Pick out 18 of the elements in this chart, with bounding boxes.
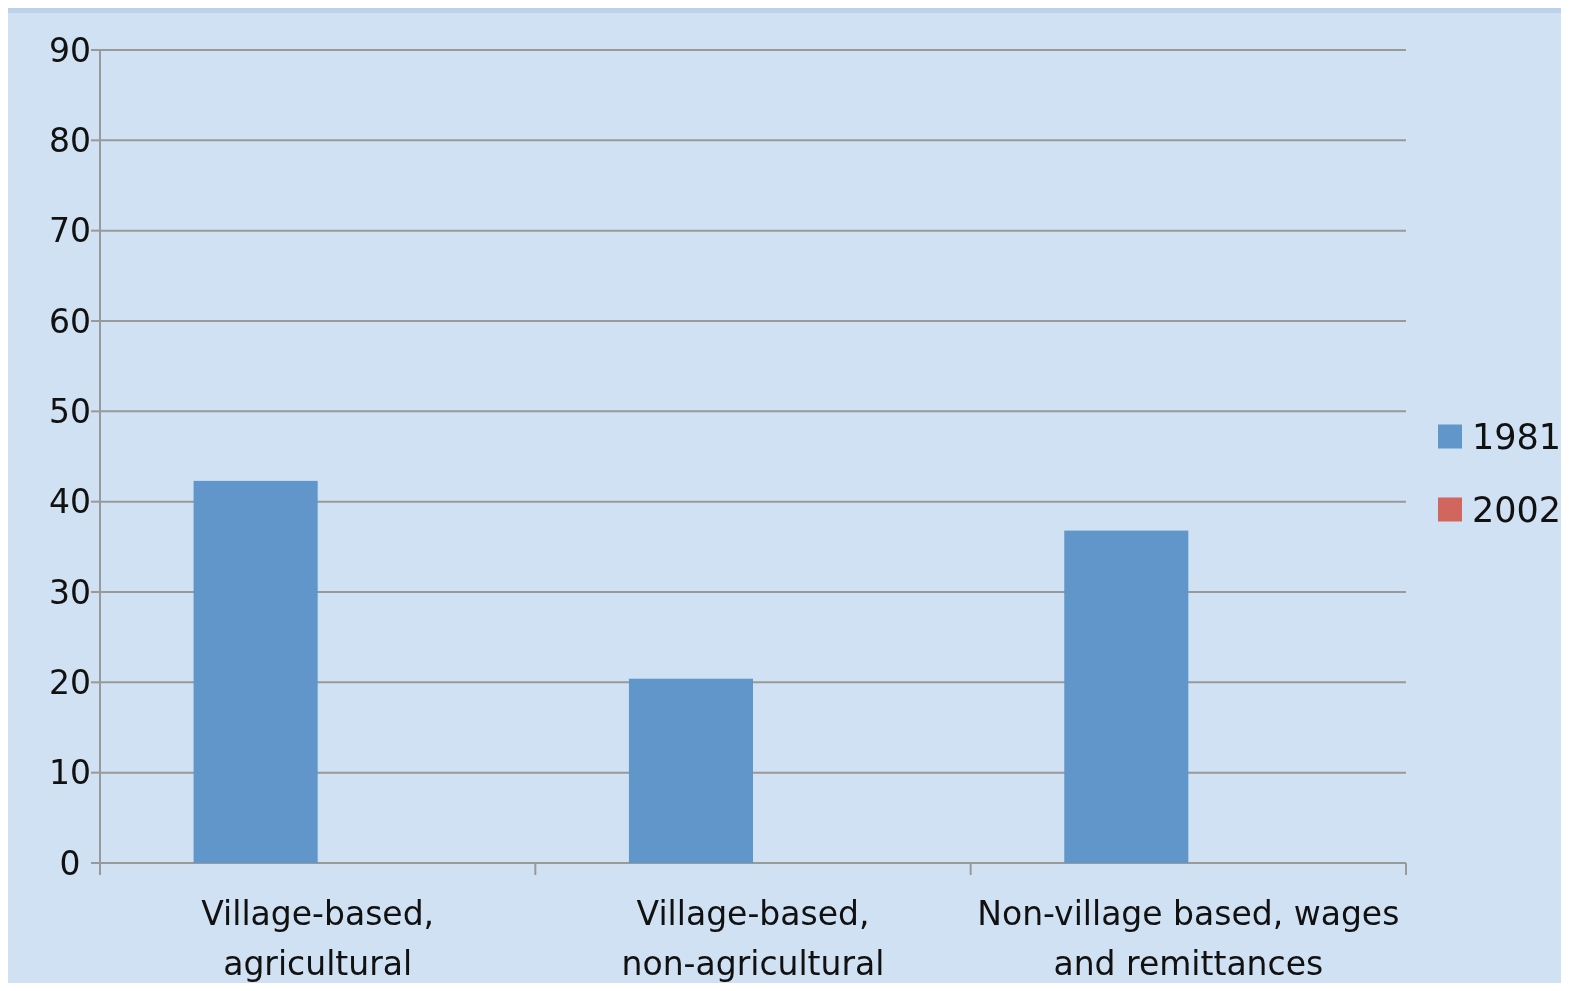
y-tick-label: 40 [49, 482, 91, 522]
y-tick-label: 20 [49, 662, 91, 702]
y-tick-label: 0 [59, 843, 81, 883]
y-tick-label: 90 [49, 30, 91, 70]
y-tick-label: 60 [49, 301, 91, 341]
y-tick-label: 10 [49, 753, 91, 793]
x-tick-label: Village-based, non-agricultural [621, 894, 885, 983]
x-tick-label: Village-based, agricultural [201, 894, 435, 983]
y-tick-label: 80 [49, 120, 91, 160]
bar [1064, 530, 1189, 863]
y-tick-label: 30 [49, 572, 91, 612]
legend-label: 1981 [1472, 416, 1562, 457]
x-tick-label: Non-village based, wages and remittances [977, 894, 1400, 983]
y-tick-label: 70 [49, 211, 91, 251]
legend-label: 2002 [1472, 489, 1562, 530]
bar [193, 480, 318, 863]
bar [628, 678, 753, 863]
y-tick-label: 50 [49, 391, 91, 431]
